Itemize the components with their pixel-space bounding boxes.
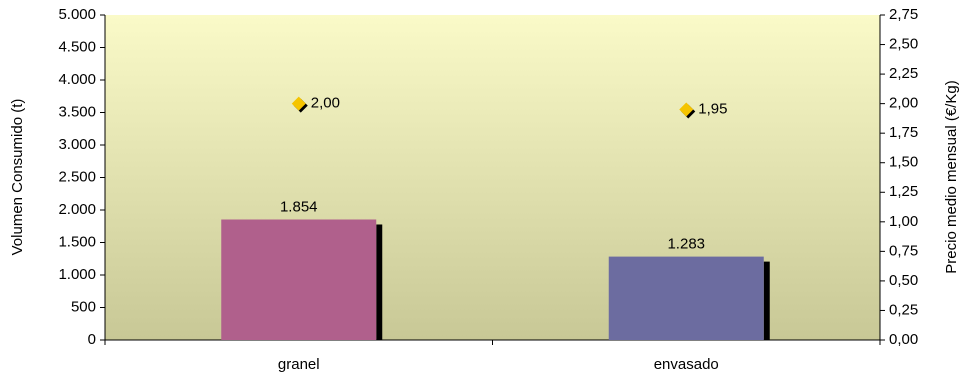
y2-tick-label: 2,75 [889, 6, 918, 23]
bar-shadow [376, 224, 383, 340]
data-label: 1,95 [698, 101, 727, 118]
bar [608, 256, 764, 340]
marker [679, 102, 694, 117]
y2-tick-label: 2,00 [889, 95, 918, 112]
y-tick-label: 5.000 [58, 6, 96, 23]
data-label: 1.854 [280, 198, 318, 215]
y-tick-label: 2.500 [58, 168, 96, 185]
x-tick-label: envasado [654, 356, 719, 373]
y-tick-label: 500 [71, 298, 96, 315]
y-tick-label: 4.500 [58, 38, 96, 55]
y2-tick-label: 1,50 [889, 154, 918, 171]
y2-tick-label: 2,25 [889, 65, 918, 82]
y-tick-label: 1.500 [58, 233, 96, 250]
y-tick-label: 3.500 [58, 103, 96, 120]
data-label: 1.283 [667, 236, 705, 253]
y2-tick-label: 1,25 [889, 183, 918, 200]
y-tick-label: 4.000 [58, 71, 96, 88]
y-axis-title: Volumen Consumido (t) [9, 99, 26, 256]
y2-tick-label: 2,50 [889, 36, 918, 53]
y2-axis-title: Precio medio mensual (€/Kg) [943, 80, 960, 273]
y2-tick-label: 0,50 [889, 272, 918, 289]
x-tick-label: granel [278, 356, 320, 373]
y-tick-label: 3.000 [58, 136, 96, 153]
y2-tick-label: 1,00 [889, 213, 918, 230]
y2-tick-label: 0,25 [889, 301, 918, 318]
data-label: 2,00 [311, 95, 340, 112]
marker [291, 96, 306, 111]
y-tick-label: 0 [88, 331, 96, 348]
bar [221, 219, 377, 340]
y2-tick-label: 0,75 [889, 242, 918, 259]
y2-tick-label: 0,00 [889, 331, 918, 348]
y2-tick-label: 1,75 [889, 124, 918, 141]
y-tick-label: 2.000 [58, 201, 96, 218]
bar-shadow [763, 261, 770, 340]
y-tick-label: 1.000 [58, 266, 96, 283]
